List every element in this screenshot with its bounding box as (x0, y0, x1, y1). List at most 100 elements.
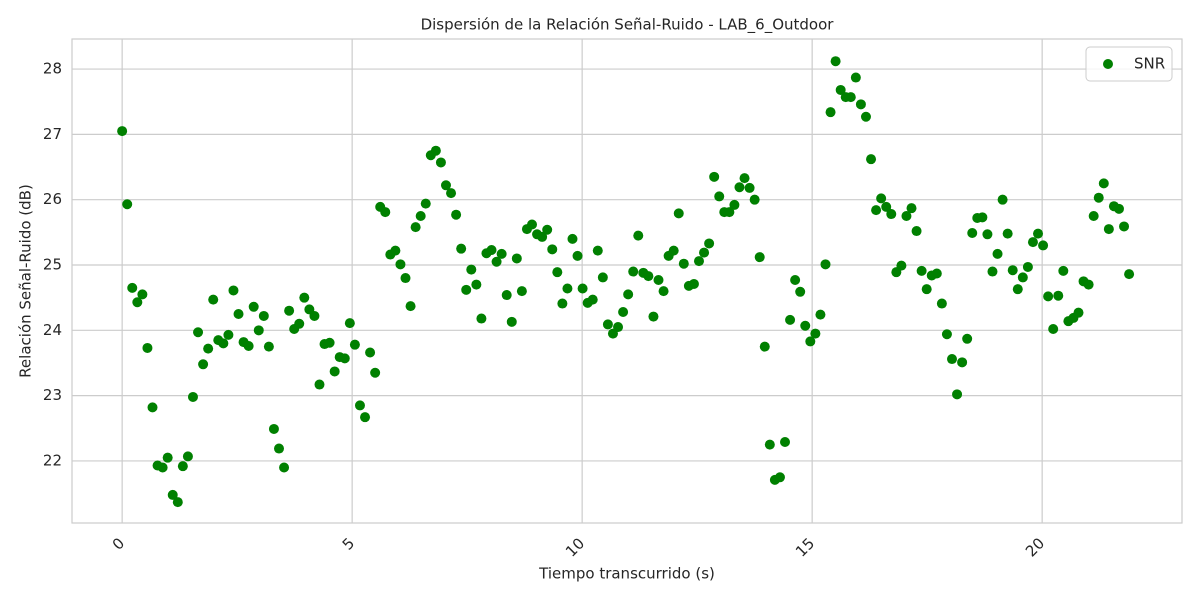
point (1093, 192, 1104, 203)
point (623, 289, 634, 300)
point (1103, 224, 1114, 235)
x-tick-label: 15 (792, 534, 818, 560)
point (941, 329, 952, 340)
point (420, 198, 431, 209)
point (678, 258, 689, 269)
point (132, 297, 143, 308)
x-tick-label: 20 (1022, 534, 1048, 560)
point (1043, 291, 1054, 302)
y-tick-label: 28 (43, 60, 62, 78)
point (764, 439, 775, 450)
point (193, 327, 204, 338)
point (360, 412, 371, 423)
point (906, 203, 917, 214)
point (471, 279, 482, 290)
point (274, 443, 285, 454)
point (1083, 279, 1094, 290)
point (268, 423, 279, 434)
point (167, 489, 178, 500)
point (324, 337, 335, 348)
y-tick-label: 23 (43, 386, 62, 404)
point (759, 341, 770, 352)
x-axis-label: Tiempo transcurrido (s) (538, 565, 715, 583)
point (162, 452, 173, 463)
chart-title: Dispersión de la Relación Señal-Ruido - … (421, 16, 835, 35)
point (430, 145, 441, 156)
point (349, 339, 360, 350)
point (440, 180, 451, 191)
point (552, 267, 563, 278)
point (597, 272, 608, 283)
point (395, 259, 406, 270)
point (1007, 265, 1018, 276)
point (952, 389, 963, 400)
point (835, 84, 846, 95)
point (314, 379, 325, 390)
point (936, 298, 947, 309)
point (643, 271, 654, 282)
point (142, 342, 153, 353)
point (233, 308, 244, 319)
point (299, 292, 310, 303)
point (527, 219, 538, 230)
point (845, 92, 856, 103)
point (921, 284, 932, 295)
point (795, 286, 806, 297)
point (613, 322, 624, 333)
point (182, 451, 193, 462)
point (987, 266, 998, 277)
point (946, 354, 957, 365)
point (830, 56, 841, 67)
point (380, 207, 391, 218)
x-tick-label: 10 (562, 534, 588, 560)
point (628, 266, 639, 277)
point (390, 245, 401, 256)
point (1058, 265, 1069, 276)
point (1113, 203, 1124, 214)
point (729, 199, 740, 210)
point (774, 472, 785, 483)
point (618, 307, 629, 318)
point (1119, 221, 1130, 232)
point (476, 313, 487, 324)
point (648, 311, 659, 322)
point (957, 357, 968, 368)
point (962, 333, 973, 344)
point (860, 111, 871, 122)
point (370, 367, 381, 378)
point (491, 256, 502, 267)
point (456, 243, 467, 254)
point (486, 244, 497, 255)
point (800, 320, 811, 331)
point (446, 188, 457, 199)
point (1027, 237, 1038, 248)
point (567, 233, 578, 244)
point (982, 229, 993, 240)
point (309, 310, 320, 321)
point (815, 309, 826, 320)
point (1053, 290, 1064, 301)
point (1124, 269, 1135, 280)
point (1098, 178, 1109, 189)
point (1038, 240, 1049, 251)
x-tick-label: 5 (339, 534, 358, 553)
point (871, 205, 882, 216)
point (562, 283, 573, 294)
point (122, 199, 133, 210)
point (602, 319, 613, 330)
point (203, 343, 214, 354)
point (339, 353, 350, 364)
point (810, 328, 821, 339)
point (187, 391, 198, 402)
point (542, 224, 553, 235)
point (516, 286, 527, 297)
y-tick-label: 24 (43, 321, 62, 339)
legend-label: SNR (1134, 55, 1165, 73)
point (704, 238, 715, 249)
point (577, 283, 588, 294)
plot-frame (71, 38, 1183, 524)
point (117, 126, 128, 137)
point (410, 222, 421, 233)
point (1017, 272, 1028, 283)
